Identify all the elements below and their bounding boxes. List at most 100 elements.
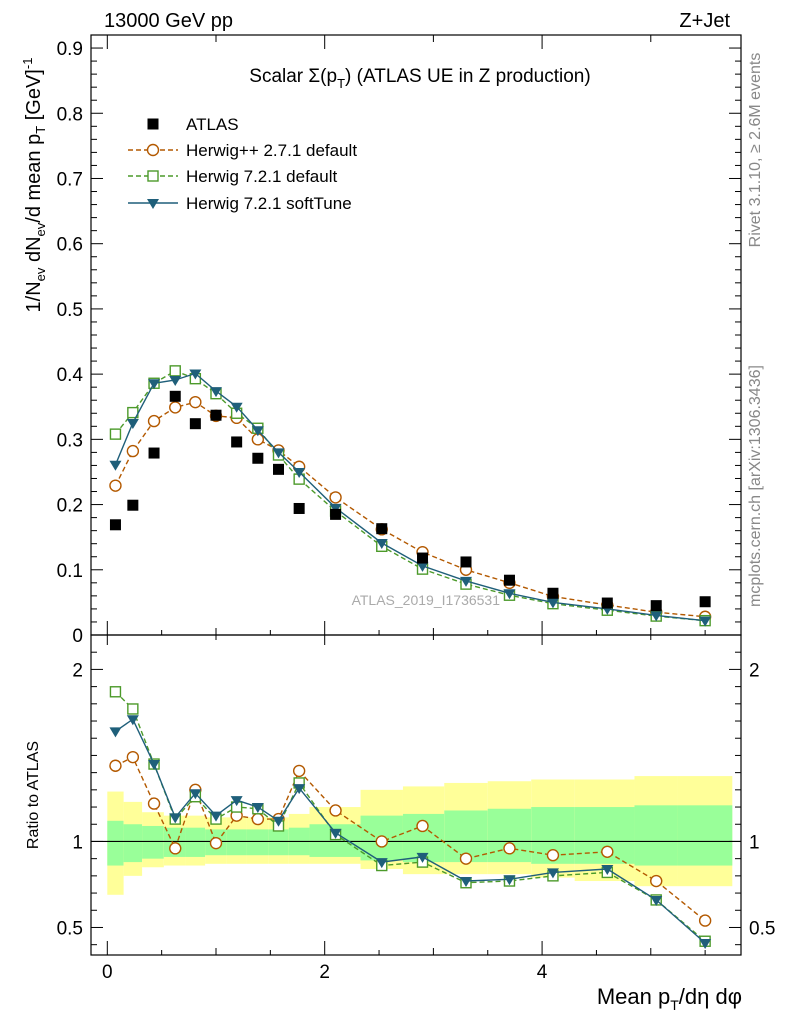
main-data-point — [148, 447, 160, 459]
x-tick-label: 2 — [319, 962, 330, 983]
main-triangle-point — [375, 539, 388, 550]
ratio-stat-uncertainty-band — [246, 829, 269, 856]
ratio-stat-uncertainty-band — [226, 829, 247, 856]
main-data-point — [503, 574, 515, 586]
ratio-panel-marks — [109, 686, 712, 949]
main-data-point — [293, 502, 305, 514]
header-left: 13000 GeV pp — [104, 10, 233, 32]
main-y-tick-label: 0 — [72, 626, 83, 647]
legend-marker — [147, 170, 159, 182]
main-triangle-point — [293, 467, 306, 478]
ratio-circle-point — [126, 750, 140, 764]
main-panel-ticks: 0 0.1 0.2 0.3 0.4 0.5 0.6 0.7 0.8 0.9 — [57, 35, 741, 647]
ratio-triangle-point — [293, 784, 306, 795]
ratio-stat-uncertainty-band — [185, 827, 206, 857]
ratio-triangle-point — [503, 875, 516, 886]
ylabel-a: 1/N — [23, 281, 45, 312]
ratio-y-tick-label-right: 1 — [749, 832, 760, 853]
main-data-point — [330, 508, 342, 520]
main-data-point — [699, 596, 711, 608]
x-tick-label: 4 — [537, 962, 548, 983]
main-triangle-point — [546, 598, 559, 609]
main-y-tick-label: 0.5 — [57, 300, 83, 321]
ratio-panel-ticks: 0.5 0.5 1 1 2 2 0 2 4 — [57, 635, 775, 983]
main-data-point — [252, 452, 264, 464]
main-data-point — [417, 552, 429, 564]
main-data-point — [273, 463, 284, 475]
ratio-circle-point — [650, 874, 663, 888]
ratio-stat-uncertainty-band — [677, 805, 733, 866]
main-y-tick-label: 0.6 — [57, 235, 83, 256]
main-data-point — [169, 390, 181, 402]
ratio-triangle-point — [109, 727, 122, 738]
ratio-triangle-point — [189, 789, 202, 800]
ratio-circle-point — [503, 842, 516, 855]
ratio-stat-uncertainty-band — [107, 820, 124, 866]
main-data-point — [189, 418, 201, 430]
chart-title-sub: T — [337, 76, 345, 91]
main-triangle-point — [189, 369, 202, 380]
main-circle-point — [169, 401, 182, 414]
main-triangle-point — [699, 616, 712, 627]
xlabel-a: Mean p — [597, 984, 670, 1009]
ratio-triangle-point — [169, 813, 182, 824]
ratio-circle-point — [698, 914, 712, 927]
analysis-watermark: ATLAS_2019_I1736531 — [352, 592, 501, 608]
main-data-point — [547, 587, 559, 599]
main-y-tick-label: 0.3 — [57, 430, 83, 451]
ratio-square-point — [127, 703, 139, 715]
chart-title-lead: Scalar Σ(p — [249, 66, 337, 87]
main-circle-point — [329, 491, 342, 504]
ylabel-b: dN — [23, 236, 45, 267]
main-triangle-point — [460, 576, 472, 587]
ratio-circle-point — [147, 797, 161, 810]
ratio-triangle-point — [230, 796, 243, 807]
ratio-triangle-point — [272, 816, 285, 827]
ratio-triangle-point — [210, 811, 222, 822]
main-triangle-point — [416, 561, 429, 572]
ratio-square-point — [109, 686, 122, 698]
ratio-circle-point — [329, 804, 342, 817]
ratio-circle-point — [109, 759, 122, 772]
ylabel-d: [GeV] — [23, 69, 45, 126]
main-y-tick-label: 0.1 — [57, 561, 83, 582]
ratio-triangle-point — [601, 864, 614, 875]
legend-marker — [146, 143, 160, 157]
main-y-axis-label: 1/Nev dNev/d mean pT [GeV]-1 — [20, 58, 48, 313]
xlabel-a-sub: T — [670, 997, 679, 1013]
legend-marker — [147, 199, 159, 209]
ratio-stat-uncertainty-band — [123, 824, 143, 863]
main-triangle-point — [109, 460, 122, 471]
main-data-point — [650, 600, 662, 612]
ratio-y-axis-label: Ratio to ATLAS — [25, 741, 42, 849]
legend-label: Herwig 7.2.1 default — [186, 167, 337, 186]
ratio-circle-point — [251, 812, 265, 826]
ratio-triangle-point — [251, 803, 264, 814]
legend-marker — [147, 118, 159, 130]
ratio-panel-frame — [90, 634, 742, 956]
main-y-tick-label: 0.4 — [57, 365, 84, 386]
ratio-y-tick-label: 0.5 — [57, 918, 83, 939]
main-data-point — [601, 597, 613, 609]
main-triangle-point — [126, 419, 139, 430]
ratio-y-tick-label: 1 — [72, 832, 83, 853]
main-circle-point — [109, 479, 122, 492]
legend: ATLAS Herwig++ 2.7.1 default Herwig 7.2.1 … — [128, 115, 357, 213]
main-square-point — [169, 365, 181, 377]
ratio-stat-uncertainty-band — [142, 825, 164, 859]
main-y-tick-label: 0.8 — [57, 104, 83, 125]
ratio-circle-point — [459, 852, 473, 865]
main-y-tick-label: 0.7 — [57, 169, 83, 190]
ratio-circle-point — [209, 836, 223, 850]
xlabel-b: /dη dφ — [679, 984, 742, 1009]
ylabel-c: /d mean p — [23, 134, 45, 223]
ratio-y-tick-label-right: 2 — [749, 660, 760, 681]
ratio-circle-point — [601, 845, 614, 858]
main-data-point — [231, 436, 243, 448]
ratio-triangle-point — [546, 868, 559, 879]
ratio-circle-point — [546, 849, 560, 862]
main-y-tick-label: 0.9 — [57, 39, 83, 60]
main-data-point — [109, 519, 121, 531]
legend-label: Herwig 7.2.1 softTune — [186, 194, 352, 213]
